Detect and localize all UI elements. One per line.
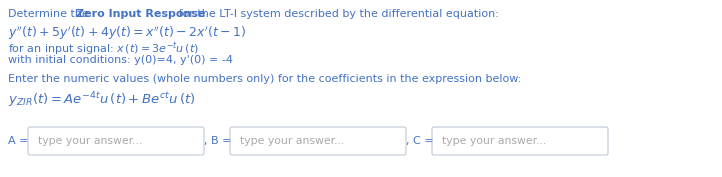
Text: Enter the numeric values (whole numbers only) for the coefficients in the expres: Enter the numeric values (whole numbers …	[8, 74, 521, 84]
FancyBboxPatch shape	[230, 127, 406, 155]
Text: type your answer...: type your answer...	[38, 136, 142, 146]
Text: A =: A =	[8, 136, 32, 146]
Text: Zero Input Response: Zero Input Response	[76, 9, 206, 19]
Text: , B =: , B =	[204, 136, 235, 146]
Text: $y_{ZIR}(t) = Ae^{-4t}u\,(t) + Be^{ct}u\,(t)$: $y_{ZIR}(t) = Ae^{-4t}u\,(t) + Be^{ct}u\…	[8, 90, 196, 110]
Text: $y''(t) + 5y'(t) + 4y(t) = x''(t) - 2x'(t-1)$: $y''(t) + 5y'(t) + 4y(t) = x''(t) - 2x'(…	[8, 24, 246, 41]
FancyBboxPatch shape	[28, 127, 204, 155]
Text: type your answer...: type your answer...	[442, 136, 547, 146]
Text: for the LT-I system described by the differential equation:: for the LT-I system described by the dif…	[175, 9, 499, 19]
Text: Determine the: Determine the	[8, 9, 92, 19]
Text: , C =: , C =	[406, 136, 437, 146]
FancyBboxPatch shape	[432, 127, 608, 155]
Text: with initial conditions: y(0)=4, y'(0) = -4: with initial conditions: y(0)=4, y'(0) =…	[8, 55, 233, 65]
Text: type your answer...: type your answer...	[240, 136, 344, 146]
Text: for an input signal: $x\,(t) = 3e^{-t}u\,(t)$: for an input signal: $x\,(t) = 3e^{-t}u\…	[8, 40, 199, 58]
